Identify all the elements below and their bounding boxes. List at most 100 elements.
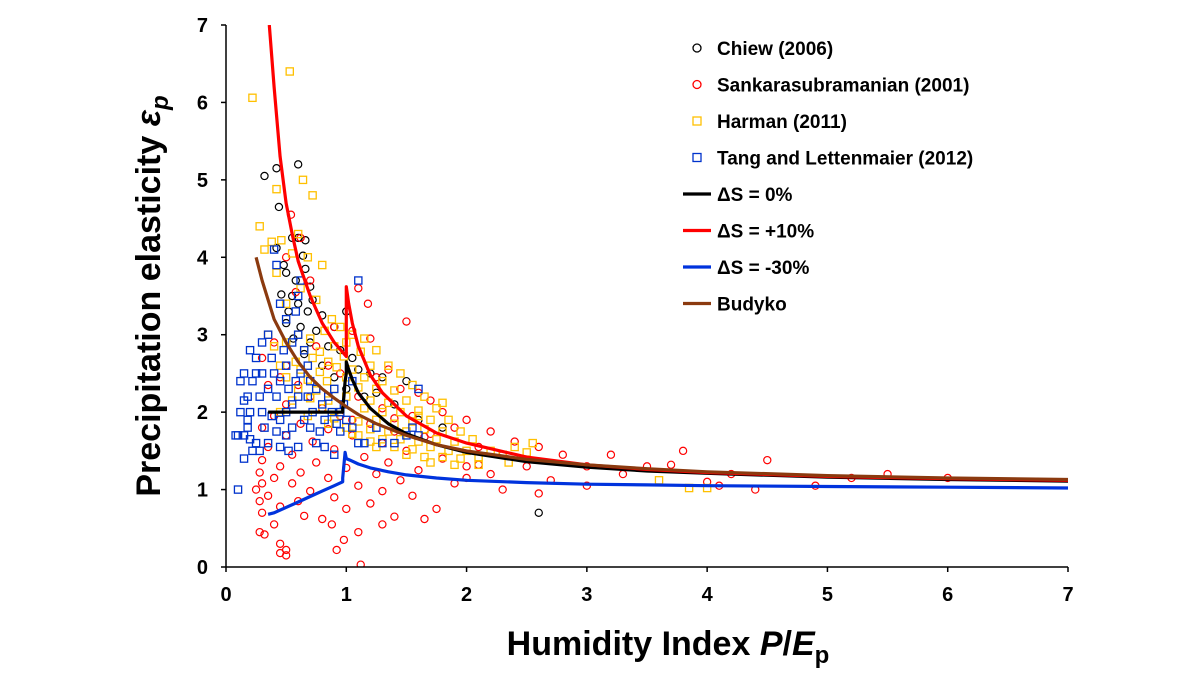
data-point xyxy=(260,245,269,254)
data-point xyxy=(285,67,295,76)
data-point xyxy=(269,369,279,378)
legend-item-tang-and-lettenmaier-2012: Tang and Lettenmaier (2012) xyxy=(692,149,973,170)
data-point xyxy=(396,369,405,378)
data-point xyxy=(275,462,285,471)
data-point xyxy=(510,442,519,452)
data-point xyxy=(275,376,285,386)
data-point xyxy=(320,442,329,452)
data-point xyxy=(354,481,363,490)
data-point xyxy=(263,438,273,448)
data-point xyxy=(320,415,329,425)
x-tick-label: 0 xyxy=(220,584,231,606)
data-point xyxy=(239,396,249,405)
data-point xyxy=(269,520,279,529)
data-point xyxy=(281,299,291,308)
data-point xyxy=(281,551,291,560)
data-point xyxy=(245,434,255,444)
data-point xyxy=(239,454,249,463)
data-point xyxy=(281,431,291,440)
legend-item-chiew-2006: Chiew (2006) xyxy=(692,39,833,60)
data-point xyxy=(274,202,284,212)
data-point xyxy=(315,427,325,436)
data-point xyxy=(317,400,327,409)
data-point xyxy=(275,539,285,548)
x-axis-title-prefix: Humidity Index xyxy=(507,625,760,663)
data-point xyxy=(354,417,363,426)
data-point xyxy=(444,415,453,425)
data-point xyxy=(299,511,309,521)
data-point xyxy=(474,460,483,469)
data-point xyxy=(323,357,333,367)
legend-item-deltas-plus10pct: ΔS = +10% xyxy=(683,222,814,243)
data-point xyxy=(522,462,531,471)
data-point xyxy=(534,508,543,517)
data-point xyxy=(255,446,264,456)
data-point xyxy=(390,438,399,448)
data-point xyxy=(269,245,279,254)
data-point xyxy=(528,438,537,448)
data-point xyxy=(327,520,337,529)
data-point xyxy=(414,411,423,421)
data-point xyxy=(378,407,387,417)
curve-budyko xyxy=(254,256,1068,482)
x-tick-label: 6 xyxy=(942,584,953,606)
data-point xyxy=(293,291,303,301)
x-tick-label: 7 xyxy=(1062,584,1073,606)
data-point xyxy=(606,450,616,459)
data-point xyxy=(293,442,303,452)
data-point xyxy=(248,93,257,103)
y-axis-title-prefix: Precipitation elasticity xyxy=(130,126,168,496)
data-point xyxy=(348,429,357,439)
data-point xyxy=(257,508,267,517)
data-point xyxy=(348,423,357,432)
data-point xyxy=(303,253,313,262)
data-point xyxy=(315,347,325,356)
data-point xyxy=(281,431,291,440)
data-point xyxy=(263,491,273,500)
legend-label: Harman (2011) xyxy=(717,112,847,133)
data-point xyxy=(293,330,303,339)
data-point xyxy=(255,222,264,231)
x-tick-label: 5 xyxy=(822,584,833,606)
data-point xyxy=(281,314,291,324)
data-point xyxy=(330,493,339,502)
data-point xyxy=(272,184,281,194)
data-point xyxy=(510,437,519,446)
data-point xyxy=(251,353,261,363)
data-point xyxy=(236,376,245,386)
data-point xyxy=(666,460,676,469)
y-axis-title-var: ε xyxy=(130,109,168,126)
data-point xyxy=(305,423,315,432)
data-point xyxy=(281,361,291,370)
data-point xyxy=(366,334,375,343)
legend-marker xyxy=(692,43,702,53)
data-point xyxy=(360,334,369,343)
data-point xyxy=(426,415,435,425)
y-tick-label: 0 xyxy=(197,557,208,579)
data-point xyxy=(233,485,243,494)
x-axis-title: Humidity Index P/Ep xyxy=(507,625,830,669)
data-point xyxy=(293,330,303,339)
data-point xyxy=(255,496,264,506)
data-point xyxy=(293,299,303,308)
data-point xyxy=(245,407,255,417)
data-point xyxy=(390,400,399,409)
data-point xyxy=(366,396,375,405)
data-point xyxy=(402,450,411,459)
legend-item-harman-2011: Harman (2011) xyxy=(692,112,847,133)
legend-label: ΔS = +10% xyxy=(717,222,814,243)
data-point xyxy=(390,414,399,423)
data-point xyxy=(312,326,321,336)
data-point xyxy=(330,384,339,394)
x-axis-title-var2: E xyxy=(792,625,816,663)
data-point xyxy=(618,469,628,479)
y-tick-label: 3 xyxy=(197,325,208,347)
series-harman-2011 xyxy=(248,67,712,493)
y-tick-label: 2 xyxy=(197,402,208,424)
data-point xyxy=(257,423,267,432)
data-point xyxy=(296,284,305,293)
data-point xyxy=(303,307,312,316)
data-point xyxy=(414,384,423,394)
data-point xyxy=(332,362,341,372)
